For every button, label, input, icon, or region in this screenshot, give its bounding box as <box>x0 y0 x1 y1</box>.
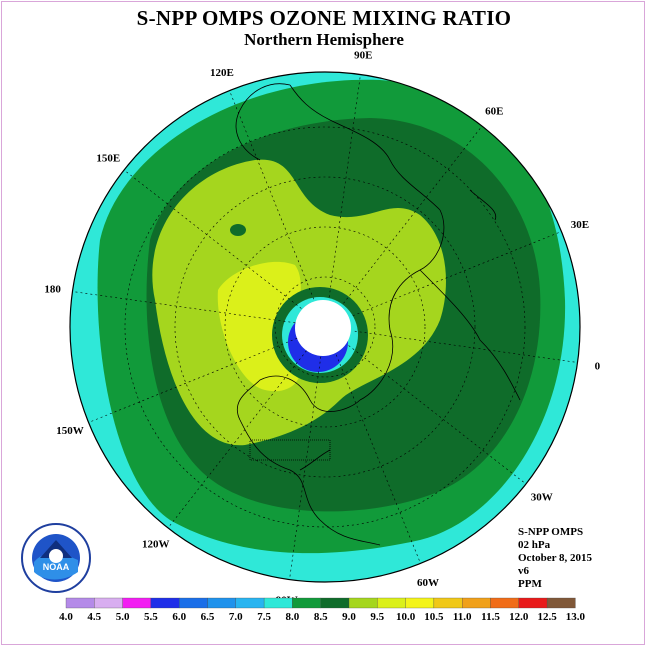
info-block: S-NPP OMPS 02 hPa October 8, 2015 v6 PPM <box>518 526 592 591</box>
contour-small-patch <box>230 224 246 236</box>
longitude-label: 120E <box>210 67 234 79</box>
longitude-label: 150E <box>96 153 120 165</box>
longitude-label: 90E <box>354 50 372 62</box>
page-subtitle: Northern Hemisphere <box>244 30 404 49</box>
map-boundary <box>69 71 581 583</box>
longitude-label: 90W <box>276 594 298 606</box>
longitude-label: 120W <box>142 539 170 551</box>
noaa-logo-text: NOAA <box>43 562 70 572</box>
longitude-label: 0 <box>595 360 601 372</box>
info-instrument: S-NPP OMPS <box>518 526 584 538</box>
longitude-label: 180 <box>44 284 61 296</box>
info-version: v6 <box>518 565 529 577</box>
polar-no-data-cap <box>295 300 351 356</box>
longitude-label: 150W <box>56 425 84 437</box>
coastlines <box>235 83 521 546</box>
graticule <box>72 74 578 580</box>
longitude-label: 30E <box>571 219 589 231</box>
info-unit: PPM <box>518 578 542 590</box>
page-title: S-NPP OMPS OZONE MIXING RATIO <box>136 6 512 30</box>
longitude-label: 30W <box>531 491 553 503</box>
longitude-label: 60E <box>485 105 503 117</box>
info-date: October 8, 2015 <box>518 552 593 564</box>
info-pressure: 02 hPa <box>518 539 551 551</box>
longitude-label: 60W <box>417 577 439 589</box>
noaa-logo: NOAA <box>21 523 91 593</box>
longitude-labels: 90E 60E 30E 0 30W 60W 90W 120W 150W 180 150E 120E <box>44 50 600 607</box>
contour-fields <box>70 72 580 582</box>
